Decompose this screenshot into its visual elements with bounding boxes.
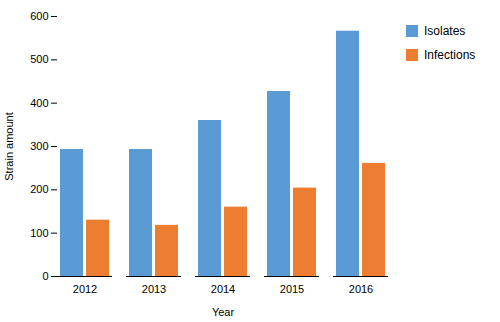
svg-text:400: 400	[30, 97, 48, 109]
svg-text:0: 0	[42, 270, 48, 282]
svg-text:300: 300	[30, 140, 48, 152]
svg-text:2014: 2014	[211, 283, 235, 295]
svg-text:2015: 2015	[280, 283, 304, 295]
svg-text:2012: 2012	[73, 283, 97, 295]
svg-text:Year: Year	[212, 306, 235, 318]
svg-text:500: 500	[30, 53, 48, 65]
svg-text:600: 600	[30, 10, 48, 22]
svg-text:100: 100	[30, 227, 48, 239]
svg-text:200: 200	[30, 183, 48, 195]
html-text:Infections: Infections	[424, 48, 476, 62]
svg-text:Strain amount: Strain amount	[3, 112, 15, 180]
svg-text:2016: 2016	[349, 283, 373, 295]
svg-text:2013: 2013	[142, 283, 166, 295]
html-text:Isolates: Isolates	[424, 24, 466, 38]
